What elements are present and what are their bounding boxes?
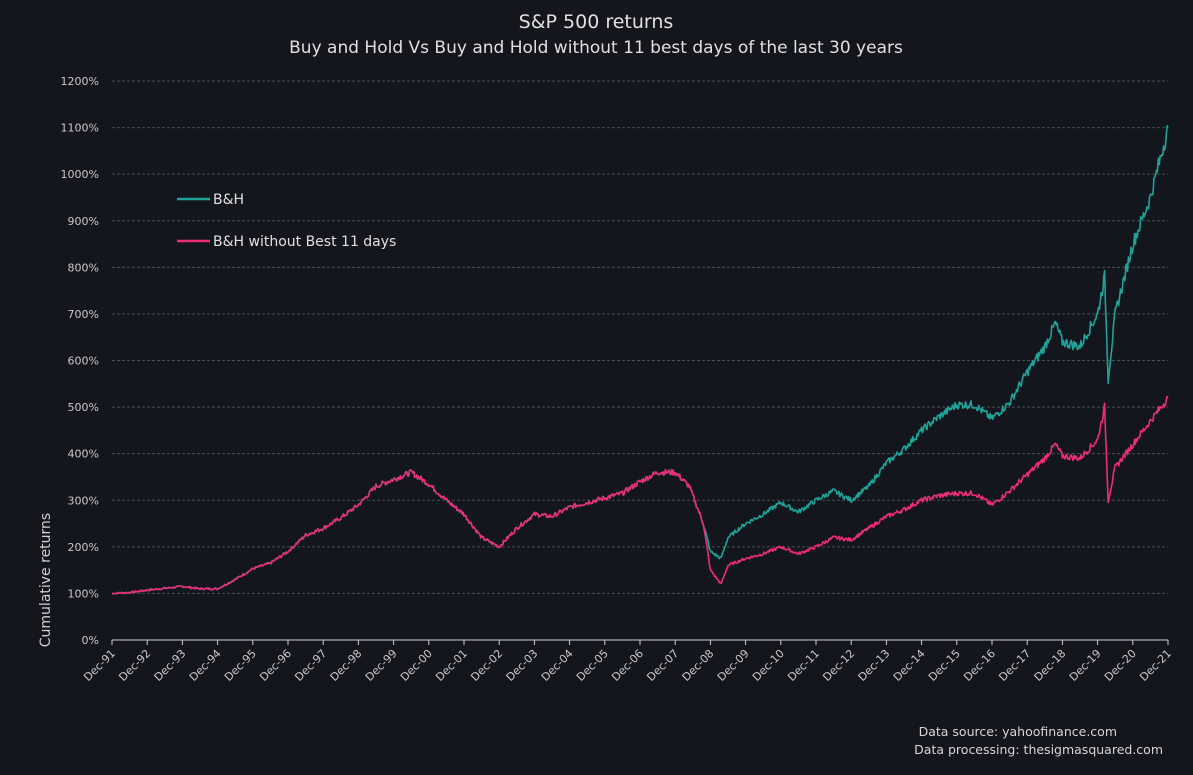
x-tick-label: Dec-06 — [609, 647, 646, 684]
x-tick-label: Dec-08 — [680, 647, 717, 684]
x-tick-label: Dec-02 — [468, 647, 505, 684]
y-axis: 0% 100% 200% 300% 400% 500% 600% 700% 800% 900% 10… — [61, 75, 99, 647]
x-tick-label: Dec-09 — [715, 647, 752, 684]
legend: B&H B&H without Best 11 days — [177, 192, 396, 250]
data-processing-note: Data processing: thesigmasquared.com — [914, 742, 1163, 757]
x-tick-label: Dec-91 — [81, 647, 118, 684]
y-tick-label: 1000% — [61, 168, 99, 181]
x-tick-label: Dec-97 — [292, 647, 329, 684]
x-tick-label: Dec-13 — [856, 647, 893, 684]
x-tick-label: Dec-17 — [996, 647, 1033, 684]
x-tick-label: Dec-21 — [1137, 647, 1174, 684]
x-tick-label: Dec-07 — [644, 647, 681, 684]
y-tick-label: 900% — [68, 215, 99, 228]
x-tick-label: Dec-20 — [1102, 647, 1139, 684]
x-tick-label: Dec-11 — [785, 647, 822, 684]
x-tick-label: Dec-15 — [926, 647, 963, 684]
x-tick-label: Dec-95 — [222, 647, 259, 684]
y-tick-label: 600% — [68, 355, 99, 368]
x-tick-label: Dec-93 — [152, 647, 189, 684]
y-tick-label: 400% — [68, 448, 99, 461]
legend-label-bh-without-best: B&H without Best 11 days — [213, 234, 396, 250]
chart-subtitle: Buy and Hold Vs Buy and Hold without 11 … — [289, 38, 903, 58]
y-tick-label: 500% — [68, 401, 99, 414]
y-tick-label: 0% — [82, 634, 99, 647]
x-tick-label: Dec-19 — [1067, 647, 1104, 684]
x-tick-label: Dec-18 — [1032, 647, 1069, 684]
legend-label-bh: B&H — [213, 192, 244, 208]
y-tick-label: 200% — [68, 541, 99, 554]
x-tick-label: Dec-10 — [750, 647, 787, 684]
x-tick-label: Dec-12 — [820, 647, 857, 684]
chart-title: S&P 500 returns — [519, 11, 674, 33]
x-tick-label: Dec-01 — [433, 647, 470, 684]
series-lines — [111, 125, 1169, 595]
x-tick-label: Dec-00 — [398, 647, 435, 684]
x-tick-label: Dec-04 — [539, 647, 576, 684]
x-tick-label: Dec-16 — [961, 647, 998, 684]
y-tick-label: 800% — [68, 261, 99, 274]
y-tick-label: 300% — [68, 494, 99, 507]
x-tick-label: Dec-14 — [891, 647, 928, 684]
series-line-bh-without-best — [111, 395, 1169, 595]
gridlines — [112, 80, 1168, 594]
y-tick-label: 100% — [68, 587, 99, 600]
x-tick-label: Dec-96 — [257, 647, 294, 684]
x-tick-label: Dec-98 — [328, 647, 365, 684]
y-tick-label: 700% — [68, 308, 99, 321]
series-line-bh — [111, 125, 1169, 595]
x-tick-label: Dec-05 — [574, 647, 611, 684]
y-tick-label: 1200% — [61, 75, 99, 88]
x-tick-label: Dec-99 — [363, 647, 400, 684]
x-tick-label: Dec-94 — [187, 647, 224, 684]
x-tick-label: Dec-03 — [504, 647, 541, 684]
y-tick-label: 1100% — [61, 122, 99, 135]
x-tick-label: Dec-92 — [116, 647, 153, 684]
data-source-note: Data source: yahoofinance.com — [919, 724, 1117, 739]
y-axis-label: Cumulative returns — [38, 513, 54, 647]
x-axis: Dec-91Dec-92Dec-93Dec-94Dec-95Dec-96Dec-… — [81, 639, 1174, 684]
